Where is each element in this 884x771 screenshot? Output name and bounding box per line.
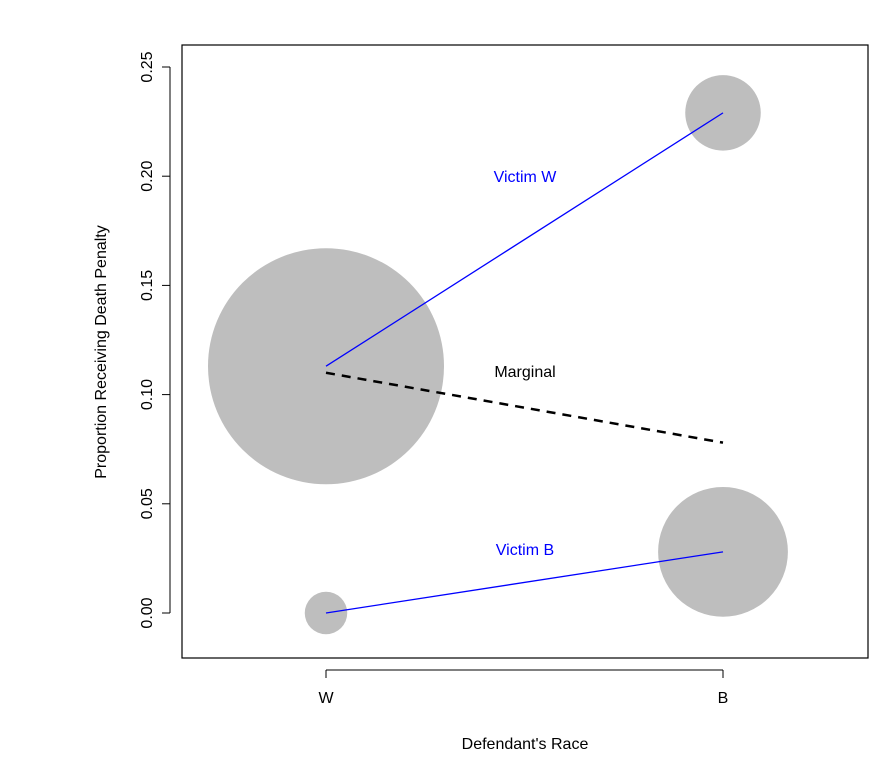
series-lines-layer — [325, 112, 724, 614]
series-label-victim-b: Victim B — [496, 542, 554, 559]
y-tick-label: 0.25 — [139, 51, 156, 82]
series-line-victim-w — [325, 112, 724, 367]
y-tick-label: 0.20 — [139, 161, 156, 192]
series-line-victim-b — [325, 551, 724, 614]
series-labels-layer: Victim W Marginal Victim B — [494, 169, 558, 559]
series-label-victim-w: Victim W — [494, 169, 558, 186]
series-label-marginal: Marginal — [494, 364, 555, 381]
y-axis-title: Proportion Receiving Death Penalty — [93, 225, 110, 478]
plot-frame — [181, 44, 869, 659]
y-tick-label: 0.00 — [139, 597, 156, 628]
y-tick-label: 0.15 — [139, 270, 156, 301]
x-tick-label: B — [718, 690, 729, 707]
series-line-marginal — [325, 371, 724, 444]
y-axis: 0.00 0.05 0.10 0.15 0.20 0.25 — [139, 51, 171, 629]
x-axis-title: Defendant's Race — [462, 736, 589, 753]
y-tick-label: 0.10 — [139, 379, 156, 410]
y-tick-label: 0.05 — [139, 488, 156, 519]
x-tick-label: W — [318, 690, 334, 707]
